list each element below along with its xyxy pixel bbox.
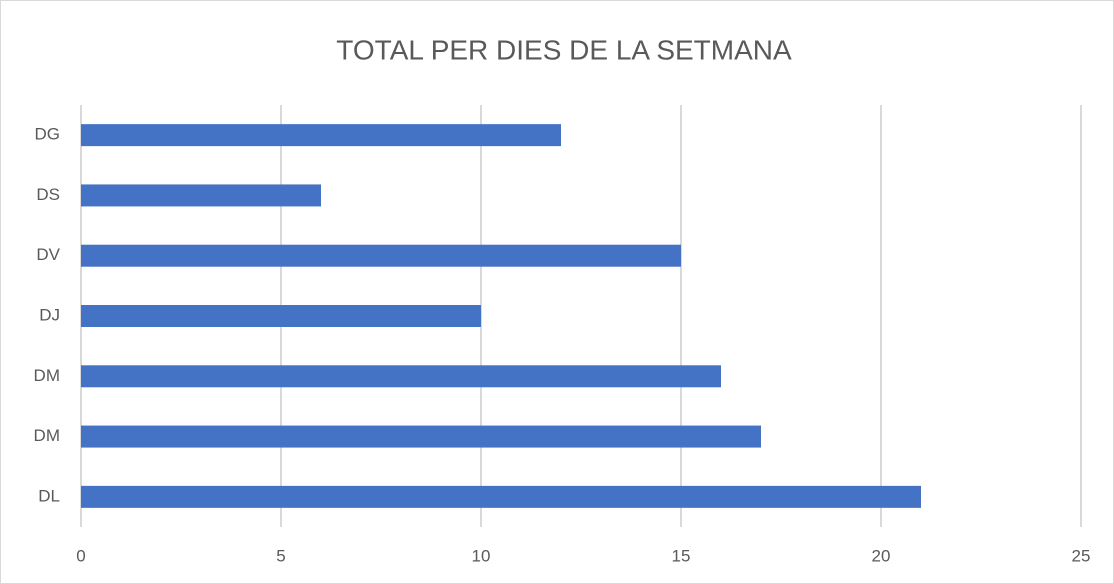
bar [81,485,921,508]
bar [81,425,761,448]
bar [81,244,681,267]
x-tick-label: 20 [872,546,891,565]
y-tick-label: DJ [39,305,60,324]
x-tick-label: 10 [472,546,491,565]
y-tick-label: DM [34,426,60,445]
x-tick-label: 5 [276,546,285,565]
x-tick-label: 0 [76,546,85,565]
bar [81,305,481,327]
bar [81,365,721,388]
y-tick-label: DG [35,125,61,144]
y-tick-label: DL [38,486,60,505]
y-tick-label: DS [36,185,60,204]
x-tick-label: 15 [672,546,691,565]
bar [81,184,321,207]
y-tick-label: DV [36,245,60,264]
chart-title: TOTAL PER DIES DE LA SETMANA [336,34,792,65]
y-tick-label: DM [34,366,60,385]
bar [81,124,561,147]
x-tick-label: 25 [1072,546,1091,565]
